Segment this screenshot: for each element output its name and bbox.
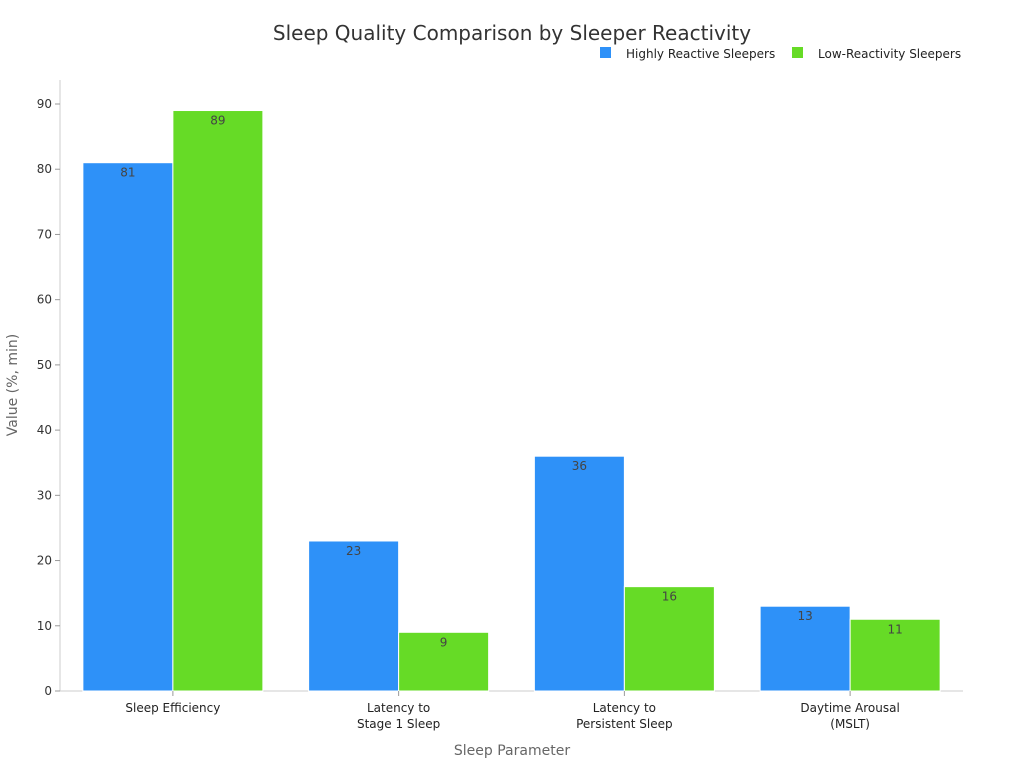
data-label: 89	[210, 114, 225, 128]
legend: Highly Reactive Sleepers Low-Reactivity S…	[600, 47, 961, 61]
bar	[398, 631, 490, 692]
legend-label: Highly Reactive Sleepers	[626, 47, 775, 61]
y-tick-label: 60	[37, 293, 52, 307]
legend-swatch	[600, 47, 611, 58]
y-axis-label: Value (%, min)	[5, 334, 21, 436]
x-tick-label: Daytime Arousal	[800, 701, 899, 715]
x-tick-label: Sleep Efficiency	[125, 701, 220, 715]
data-label: 23	[346, 544, 361, 558]
x-tick-label: Latency to	[593, 701, 656, 715]
data-label: 36	[572, 459, 587, 473]
bar	[82, 162, 174, 692]
data-label: 81	[120, 166, 135, 180]
y-tick-label: 50	[37, 358, 52, 372]
y-tick-label: 20	[37, 554, 52, 568]
y-tick-label: 80	[37, 162, 52, 176]
y-tick-label: 30	[37, 488, 52, 502]
bar	[849, 618, 941, 692]
data-label: 11	[887, 622, 902, 636]
y-tick-label: 10	[37, 619, 52, 633]
y-tick-label: 40	[37, 423, 52, 437]
bar	[623, 586, 715, 692]
legend-label: Low-Reactivity Sleepers	[818, 47, 961, 61]
x-tick-label: (MSLT)	[830, 717, 870, 731]
x-tick-label: Latency to	[367, 701, 430, 715]
x-tick-label: Persistent Sleep	[576, 717, 673, 731]
legend-swatch	[792, 47, 803, 58]
x-axis-label: Sleep Parameter	[454, 743, 570, 759]
chart-title: Sleep Quality Comparison by Sleeper Reac…	[273, 21, 751, 45]
data-label: 13	[797, 609, 812, 623]
x-tick-label: Stage 1 Sleep	[357, 717, 440, 731]
bar	[172, 110, 264, 692]
y-tick-label: 0	[44, 684, 52, 698]
data-label: 9	[440, 635, 448, 649]
bar	[308, 540, 400, 692]
y-tick-label: 90	[37, 97, 52, 111]
y-tick-label: 70	[37, 227, 52, 241]
bar	[759, 605, 851, 692]
data-label: 16	[662, 590, 677, 604]
bar	[533, 455, 625, 692]
